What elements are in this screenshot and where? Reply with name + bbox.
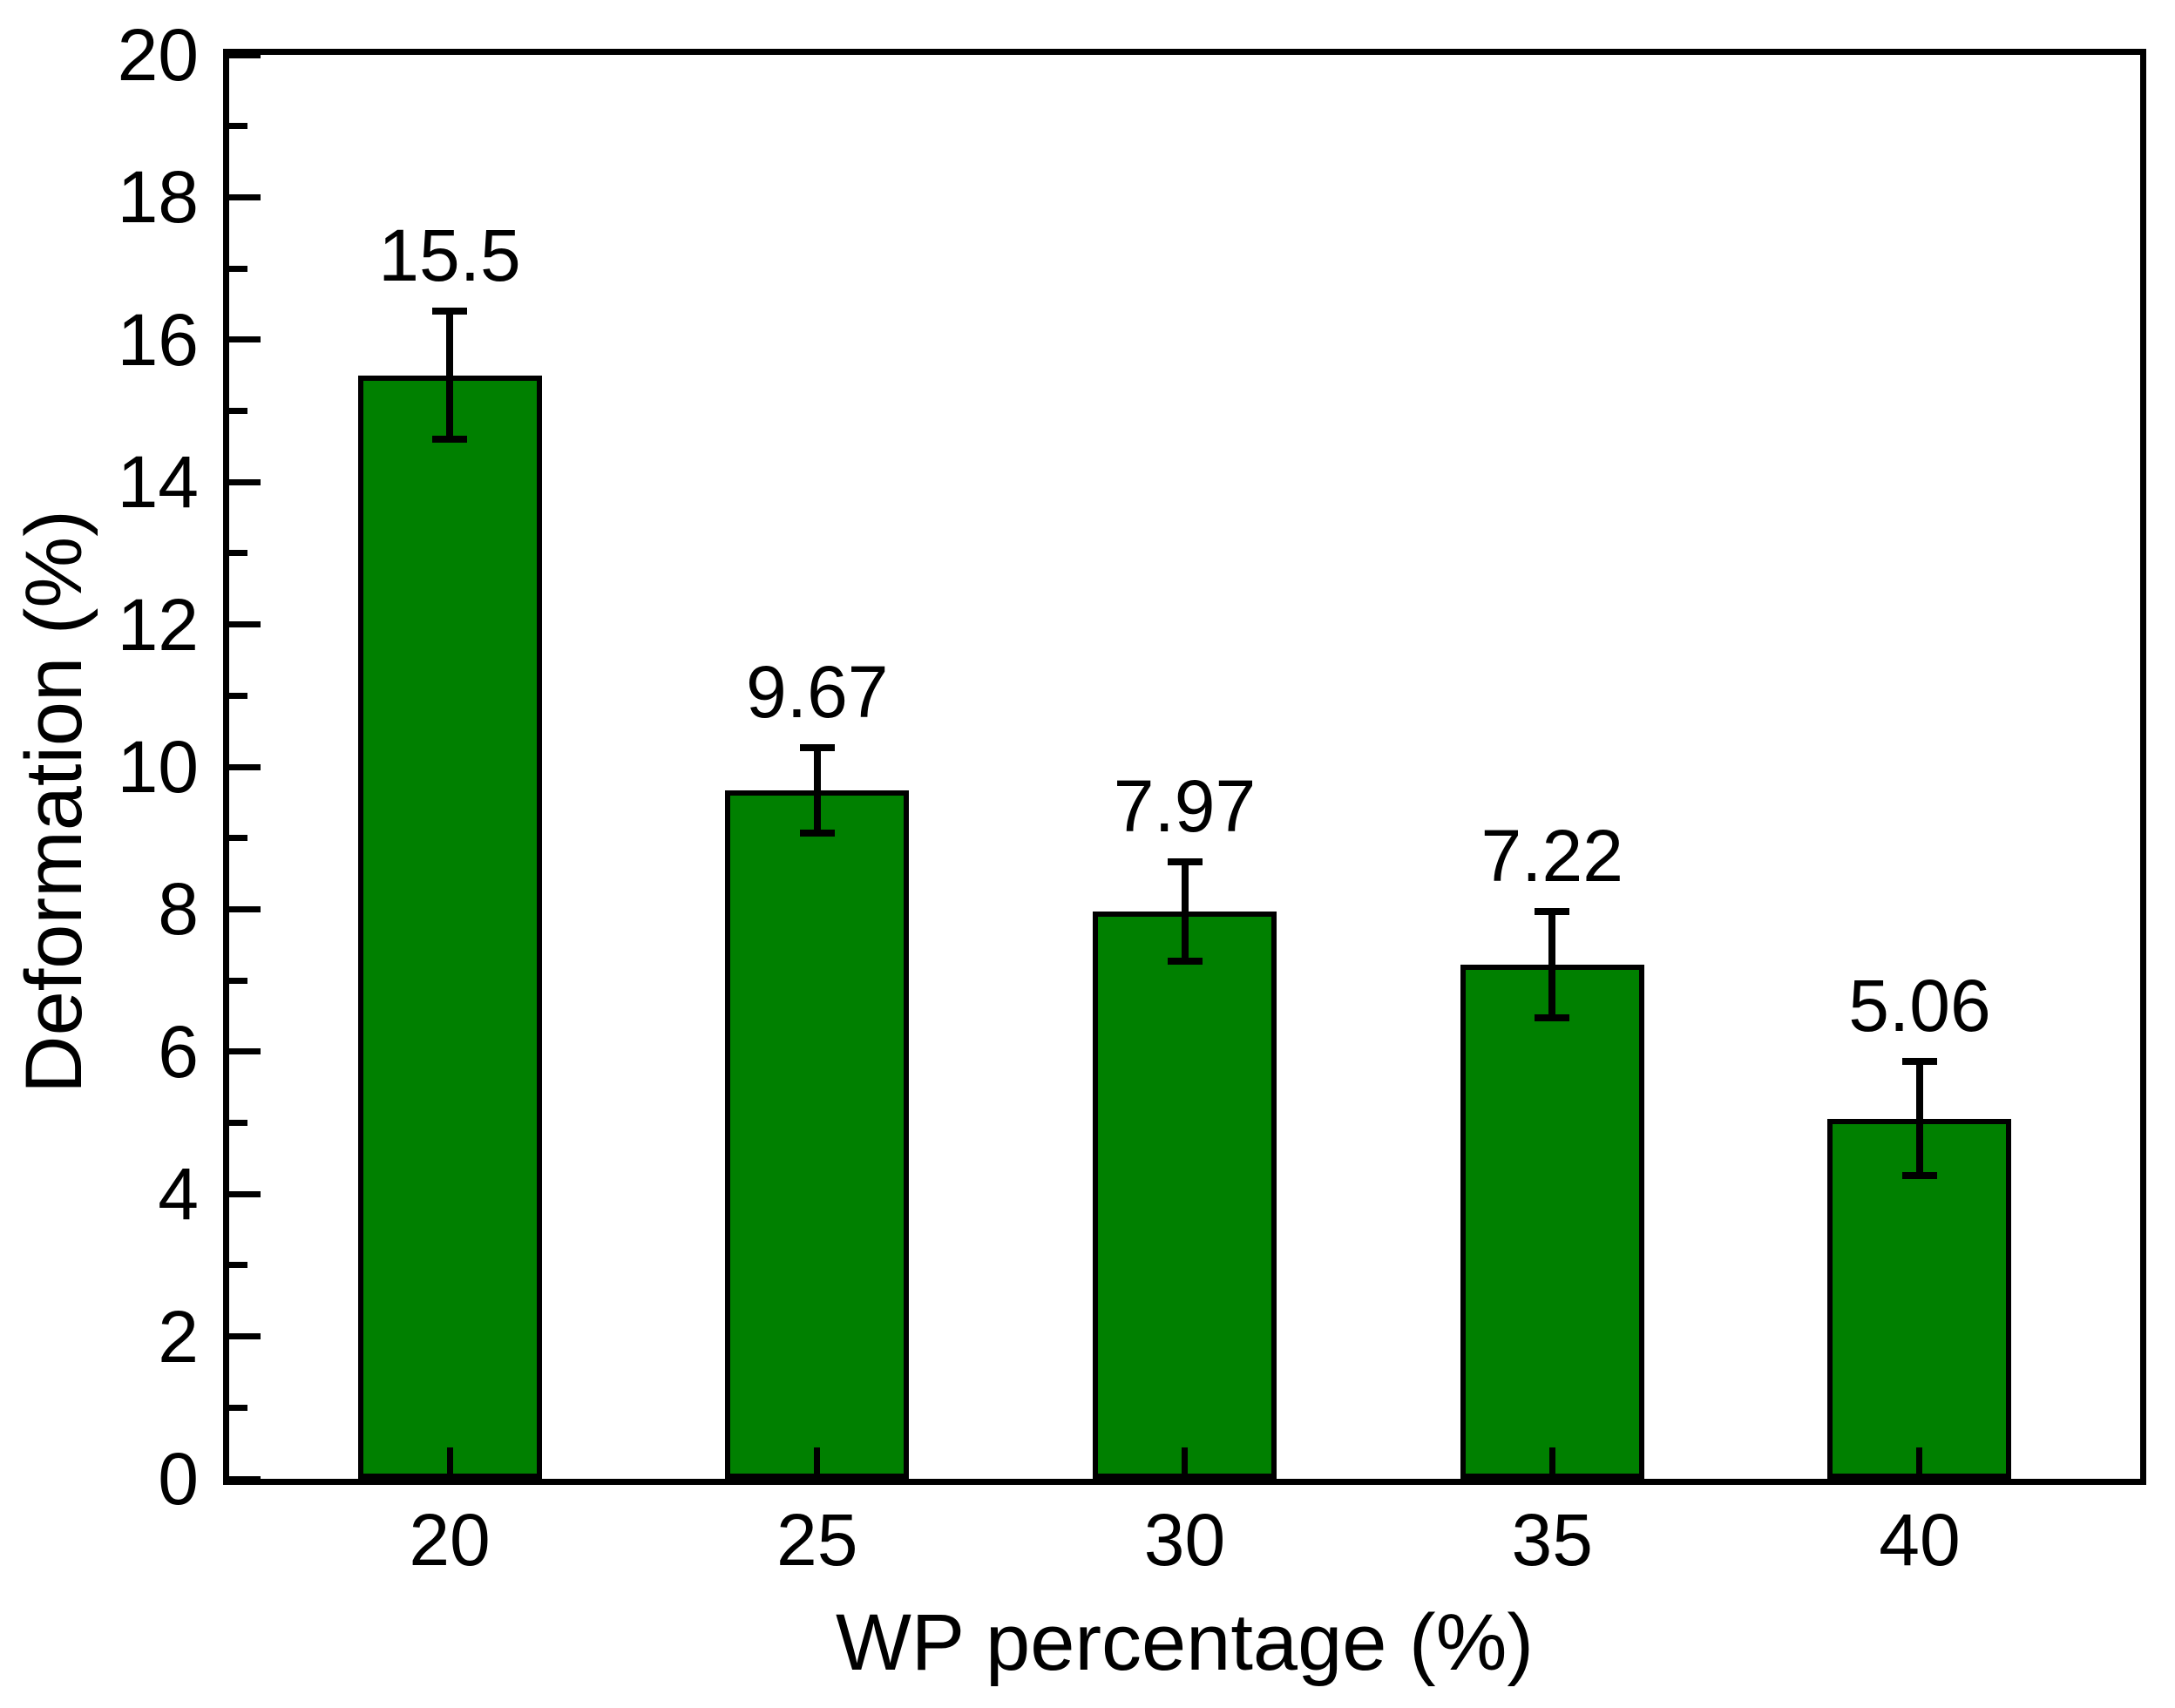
y-major-tick — [229, 1333, 261, 1340]
error-bar-cap-top — [1167, 857, 1203, 865]
y-major-tick — [229, 905, 261, 912]
bar-value-label: 9.67 — [746, 650, 889, 733]
x-tick — [814, 1447, 821, 1479]
y-tick-label: 14 — [117, 441, 199, 524]
y-major-tick — [229, 51, 261, 58]
bar — [725, 790, 910, 1479]
y-minor-tick — [229, 977, 247, 984]
error-bar-line — [1548, 911, 1556, 1019]
x-tick-label: 30 — [1143, 1499, 1226, 1581]
x-tick-label: 20 — [409, 1499, 491, 1581]
y-tick-label: 20 — [117, 14, 199, 96]
y-major-tick — [229, 621, 261, 628]
x-tick — [1548, 1447, 1555, 1479]
y-major-tick — [229, 478, 261, 485]
x-axis-title: WP percentage (%) — [835, 1598, 1535, 1687]
y-tick-label: 6 — [158, 1010, 199, 1093]
error-bar-cap-bottom — [432, 436, 468, 444]
error-bar-line — [446, 311, 454, 440]
error-bar-line — [1181, 861, 1189, 962]
y-major-tick — [229, 336, 261, 343]
error-bar-cap-top — [1535, 907, 1570, 915]
y-tick-label: 4 — [158, 1153, 199, 1236]
y-minor-tick — [229, 550, 247, 557]
y-minor-tick — [229, 123, 247, 130]
x-tick — [446, 1447, 453, 1479]
error-bar-cap-bottom — [1167, 958, 1203, 966]
y-minor-tick — [229, 408, 247, 414]
y-tick-label: 12 — [117, 583, 199, 666]
error-bar-line — [1915, 1061, 1923, 1176]
bar — [1093, 911, 1277, 1479]
y-minor-tick — [229, 1262, 247, 1269]
bar-value-label: 15.5 — [378, 214, 521, 297]
y-tick-label: 10 — [117, 726, 199, 808]
error-bar-cap-top — [799, 743, 835, 751]
error-bar-cap-bottom — [1535, 1014, 1570, 1022]
y-minor-tick — [229, 265, 247, 272]
x-tick-label: 40 — [1879, 1499, 1961, 1581]
error-bar-cap-top — [1901, 1058, 1937, 1066]
error-bar-cap-bottom — [1901, 1171, 1937, 1179]
y-tick-label: 0 — [158, 1438, 199, 1520]
bar-value-label: 7.22 — [1480, 814, 1623, 897]
y-minor-tick — [229, 1404, 247, 1411]
y-major-tick — [229, 1475, 261, 1482]
bar — [357, 375, 542, 1479]
x-tick — [1916, 1447, 1923, 1479]
x-tick — [1182, 1447, 1188, 1479]
bar-value-label: 5.06 — [1848, 965, 1991, 1047]
x-tick-label: 35 — [1511, 1499, 1593, 1581]
y-major-tick — [229, 1048, 261, 1055]
y-tick-label: 18 — [117, 156, 199, 239]
y-minor-tick — [229, 692, 247, 699]
y-major-tick — [229, 1190, 261, 1197]
y-tick-label: 8 — [158, 868, 199, 951]
x-tick-label: 25 — [776, 1499, 858, 1581]
y-minor-tick — [229, 1120, 247, 1126]
y-major-tick — [229, 193, 261, 200]
bar — [1460, 965, 1644, 1479]
error-bar-line — [813, 747, 821, 833]
error-bar-cap-bottom — [799, 829, 835, 837]
y-minor-tick — [229, 835, 247, 842]
y-tick-label: 2 — [158, 1295, 199, 1378]
y-axis-title: Deformation (%) — [10, 510, 98, 1094]
bar-value-label: 7.97 — [1113, 764, 1257, 847]
y-major-tick — [229, 763, 261, 770]
plot-area — [223, 49, 2146, 1485]
error-bar-cap-top — [432, 308, 468, 315]
y-tick-label: 16 — [117, 298, 199, 381]
